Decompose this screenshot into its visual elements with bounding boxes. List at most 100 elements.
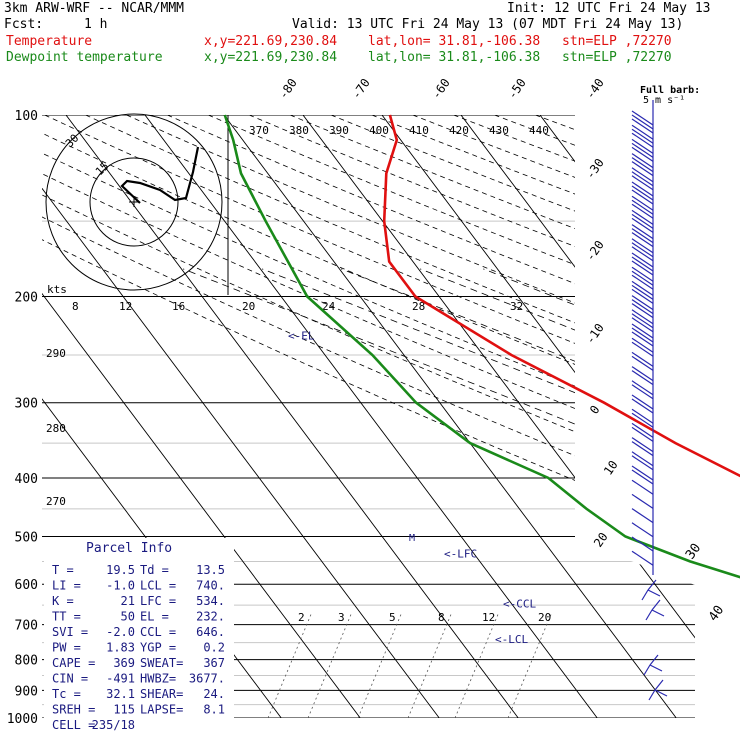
isotherm-label: -20 [583, 238, 607, 264]
parcel-info-label: CAPE = [52, 656, 95, 670]
parcel-info-value: 1.83 [106, 641, 135, 655]
moist-adiabat-line [341, 269, 740, 731]
parcel-info-value: 115 [113, 703, 135, 717]
wind-barb [632, 537, 653, 551]
parcel-info-title: Parcel Info [86, 541, 172, 556]
parcel-info-label: LFC = [140, 594, 176, 608]
moist-adiabat-line [420, 269, 740, 731]
theta-e-label: 430 [489, 124, 509, 137]
level-annotation: <-CCL [503, 598, 536, 611]
dry-adiabat-line [167, 115, 740, 731]
pressure-label: 800 [15, 654, 38, 669]
pressure-label: 700 [15, 619, 38, 634]
pressure-label: 1000 [7, 712, 38, 727]
wind-barb [632, 551, 653, 565]
hodograph-speed-label: 16 [172, 300, 185, 313]
theta-left-label: 280 [46, 422, 66, 435]
hodograph-trace [122, 147, 198, 203]
hodograph-ring-label: 15 [93, 160, 112, 179]
parcel-info-value: 24. [203, 687, 225, 701]
dry-adiabat-line [658, 115, 740, 731]
fcst-value: 1 h [84, 17, 107, 32]
moist-adiabat-line [262, 269, 740, 731]
isotherm-label: 10 [601, 458, 621, 478]
dewpoint-latlon: lat,lon= 31.81,-106.38 [368, 50, 540, 65]
isotherm-label: -40 [583, 76, 607, 102]
parcel-info-label: CELL = [52, 718, 95, 732]
mixing-ratio-label: 20 [538, 611, 551, 624]
parcel-info-value: 367 [203, 656, 225, 670]
parcel-info-label: LAPSE= [140, 703, 183, 717]
fcst-label: Fcst: [4, 17, 43, 32]
parcel-info-label: K = [52, 594, 74, 608]
parcel-info-label: SREH = [52, 703, 95, 717]
parcel-info-label: SHEAR= [140, 687, 183, 701]
isotherm-label: -60 [429, 76, 453, 102]
mixing-ratio-label: 5 [389, 611, 396, 624]
theta-e-label: 440 [529, 124, 549, 137]
parcel-info-value: -491 [106, 672, 135, 686]
theta-e-label: 400 [369, 124, 389, 137]
parcel-info-value: 369 [113, 656, 135, 670]
pressure-label: 300 [15, 397, 38, 412]
mixing-ratio-line [268, 612, 312, 718]
mixing-ratio-line [358, 612, 402, 718]
wind-barb [632, 509, 653, 523]
level-annotation: <-LCL [495, 633, 528, 646]
moist-adiabat-line [183, 269, 740, 731]
moist-adiabat-line [483, 269, 740, 731]
parcel-info-label: EL = [140, 610, 169, 624]
parcel-info-value: 21 [121, 594, 135, 608]
wind-barb [632, 494, 653, 508]
dry-adiabat-line [331, 115, 740, 731]
hodograph-speed-label: 20 [242, 300, 255, 313]
wind-barb [632, 523, 653, 537]
isotherm-line [303, 115, 740, 718]
mixing-ratio-line [408, 612, 452, 718]
wind-barb [644, 655, 662, 675]
parcel-info-label: PW = [52, 641, 81, 655]
dry-adiabat-line [617, 115, 740, 731]
parcel-info-value: 32.1 [106, 687, 135, 701]
temperature-xy: x,y=221.69,230.84 [204, 34, 337, 49]
hodograph-speed-label: 12 [119, 300, 132, 313]
level-annotation: <-LFC [444, 548, 477, 561]
theta-left-label: 290 [46, 347, 66, 360]
pressure-label: 100 [15, 109, 38, 124]
parcel-info-value: -2.0 [106, 625, 135, 639]
wind-barb [646, 600, 664, 620]
parcel-info-value: 13.5 [196, 563, 225, 577]
mixing-ratio-line [308, 612, 352, 718]
dewpoint-legend-label: Dewpoint temperature [6, 50, 163, 65]
parcel-info-label: Tc = [52, 687, 81, 701]
wind-barbs [632, 100, 667, 700]
parcel-info-value: 50 [121, 610, 135, 624]
isotherm-label: -10 [583, 321, 607, 347]
isotherm-label: -70 [349, 76, 373, 102]
parcel-info-value: 740. [196, 579, 225, 593]
parcel-info-value: 19.5 [106, 563, 135, 577]
parcel-info-value: -1.0 [106, 579, 135, 593]
parcel-info-label: TT = [52, 610, 81, 624]
full-barb-value: 5 m s⁻¹ [643, 95, 685, 106]
wind-barb [642, 580, 660, 600]
temperature-latlon: lat,lon= 31.81,-106.38 [368, 34, 540, 49]
parcel-info-label: HWBZ= [140, 672, 176, 686]
pressure-label: 500 [15, 530, 38, 545]
parcel-info-value: 646. [196, 625, 225, 639]
temperature-stn: stn=ELP ,72270 [562, 34, 672, 49]
isotherm-line [461, 115, 740, 718]
dry-adiabat-line [495, 115, 740, 731]
theta-e-label: 380 [289, 124, 309, 137]
hodograph-speed-label: 8 [72, 300, 79, 313]
valid-time: Valid: 13 UTC Fri 24 May 13 (07 MDT Fri … [292, 17, 683, 32]
parcel-info-value: 232. [196, 610, 225, 624]
isotherm-label: 0 [587, 403, 603, 417]
wind-barb [632, 111, 653, 125]
pressure-label: 400 [15, 472, 38, 487]
parcel-info-value: 8.1 [203, 703, 225, 717]
level-annotation: <-EL [288, 329, 315, 342]
pressure-label: 900 [15, 684, 38, 699]
dry-adiabat-line [699, 115, 740, 731]
